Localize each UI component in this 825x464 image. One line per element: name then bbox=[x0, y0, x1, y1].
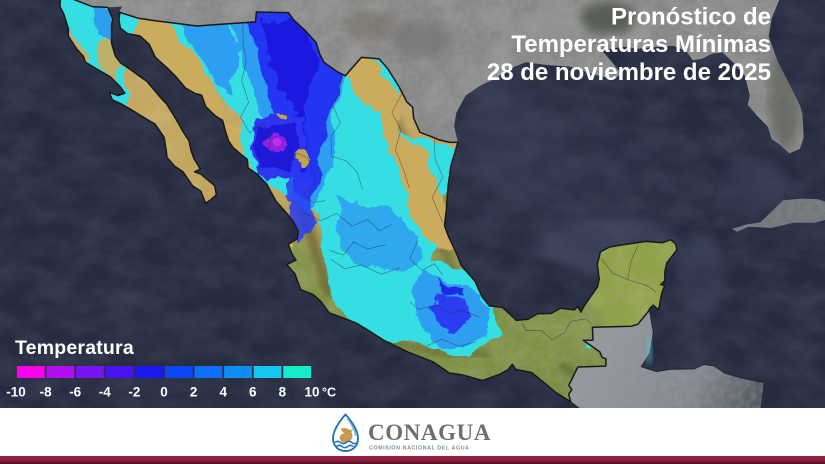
svg-text:Temperaturas Mínimas: Temperaturas Mínimas bbox=[511, 31, 771, 58]
svg-text:°C: °C bbox=[322, 386, 336, 400]
svg-text:COMISIÓN NACIONAL DEL AGUA: COMISIÓN NACIONAL DEL AGUA bbox=[369, 444, 470, 452]
svg-text:4: 4 bbox=[219, 385, 227, 400]
svg-text:-10: -10 bbox=[6, 385, 26, 400]
svg-text:CONAGUA: CONAGUA bbox=[368, 420, 491, 445]
svg-text:6: 6 bbox=[249, 385, 257, 400]
svg-text:-6: -6 bbox=[69, 385, 81, 400]
svg-text:-2: -2 bbox=[128, 385, 140, 400]
svg-text:0: 0 bbox=[160, 385, 168, 400]
svg-text:-8: -8 bbox=[40, 385, 52, 400]
svg-text:8: 8 bbox=[279, 385, 287, 400]
svg-text:2: 2 bbox=[190, 385, 198, 400]
svg-text:Temperatura: Temperatura bbox=[15, 337, 134, 359]
svg-text:10: 10 bbox=[304, 385, 319, 400]
svg-text:28 de noviembre de 2025: 28 de noviembre de 2025 bbox=[487, 59, 771, 86]
svg-text:Pronóstico de: Pronóstico de bbox=[611, 4, 771, 31]
svg-text:-4: -4 bbox=[99, 385, 111, 400]
